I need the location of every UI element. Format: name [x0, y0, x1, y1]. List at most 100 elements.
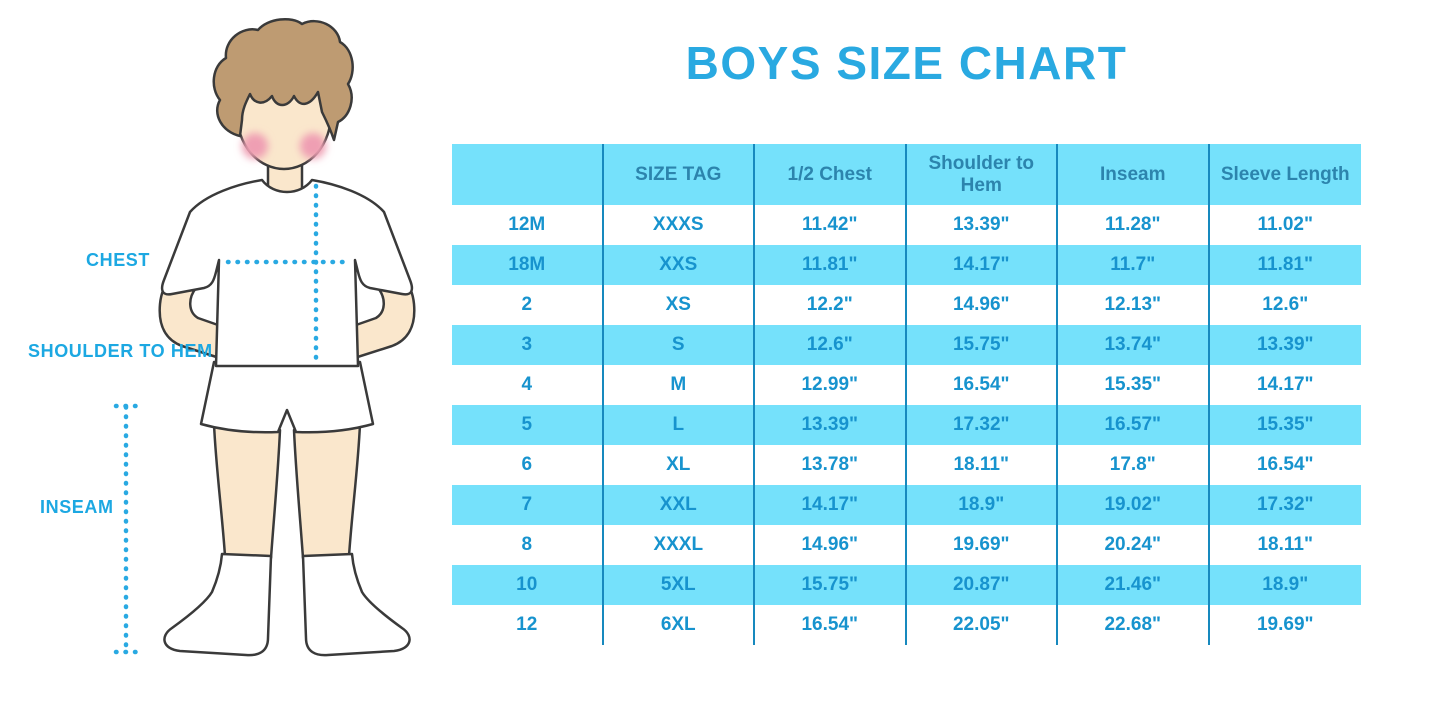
table-row: 12 6XL 16.54" 22.05" 22.68" 19.69" — [452, 605, 1361, 645]
table-cell: S — [603, 325, 755, 365]
table-cell: 12.2" — [755, 285, 907, 325]
table-cell: 20.24" — [1058, 525, 1210, 565]
table-cell: 18.9" — [906, 485, 1058, 525]
table-cell: 22.68" — [1058, 605, 1210, 645]
table-cell: 14.17" — [906, 245, 1058, 285]
table-row: 5 L 13.39" 17.32" 16.57" 15.35" — [452, 405, 1361, 445]
table-row: 12M XXXS 11.42" 13.39" 11.28" 11.02" — [452, 205, 1361, 245]
table-cell: L — [603, 405, 755, 445]
table-cell: M — [604, 365, 755, 405]
table-cell: 18.9" — [1209, 565, 1361, 605]
table-cell: 16.54" — [1256, 454, 1314, 476]
table-row: 7 XXL 14.17" 18.9" 19.02" 17.32" — [452, 485, 1361, 525]
table-row: 6 XL 13.78" 18.11" 17.8" 16.54" — [452, 445, 1361, 485]
table-cell: 14.17" — [755, 485, 907, 525]
column-header: Shoulder to Hem — [906, 144, 1058, 205]
column-header: Inseam — [1058, 144, 1210, 205]
table-cell: 19.69" — [1256, 614, 1314, 636]
table-cell: 15.75" — [755, 565, 907, 605]
table-cell: 12M — [452, 205, 604, 245]
left-sock — [163, 552, 273, 657]
hair — [212, 17, 354, 142]
table-cell: 4 — [452, 365, 604, 405]
left-cheek — [242, 133, 268, 159]
table-cell: XXL — [603, 485, 755, 525]
table-cell: 13.39" — [755, 405, 907, 445]
table-cell: 13.74" — [1058, 325, 1210, 365]
chest-label: CHEST — [86, 250, 151, 270]
right-leg — [292, 422, 362, 560]
table-cell: 5XL — [603, 565, 755, 605]
table-cell: 14.17" — [1256, 374, 1314, 396]
inseam-label: INSEAM — [40, 497, 114, 517]
t-shirt — [160, 178, 414, 368]
table-cell: 14.96" — [755, 525, 907, 565]
table-cell: 2 — [452, 285, 604, 325]
table-cell: 17.32" — [1209, 485, 1361, 525]
table-cell: 17.32" — [906, 405, 1058, 445]
size-table: SIZE TAG 1/2 Chest Shoulder to Hem Inseam Sl… — [452, 144, 1361, 645]
shorts — [199, 360, 375, 434]
table-row: 3 S 12.6" 15.75" 13.74" 13.39" — [452, 325, 1361, 365]
table-cell: 11.42" — [755, 205, 907, 245]
column-header: 1/2 Chest — [755, 144, 907, 205]
table-cell: 13.39" — [907, 205, 1058, 245]
table-cell: 6 — [452, 445, 604, 485]
page-title: BOYS SIZE CHART — [685, 37, 1128, 89]
table-cell: 20.87" — [906, 565, 1058, 605]
table-row: 10 5XL 15.75" 20.87" 21.46" 18.9" — [452, 565, 1361, 605]
table-cell: 11.7" — [1058, 245, 1210, 285]
table-cell: 12.6" — [1262, 294, 1309, 316]
table-cell: 11.81" — [1209, 245, 1361, 285]
table-cell: 12.6" — [755, 325, 907, 365]
table-row: 2 XS 12.2" 14.96" 12.13" 12.6" — [452, 285, 1361, 325]
table-cell: 13.39" — [1209, 325, 1361, 365]
table-cell: 22.05" — [907, 605, 1058, 645]
table-cell: 10 — [452, 565, 604, 605]
table-cell: 15.35" — [1209, 405, 1361, 445]
table-cell: 8 — [452, 525, 604, 565]
table-cell: 14.96" — [907, 285, 1058, 325]
table-header-row: SIZE TAG 1/2 Chest Shoulder to Hem Inseam Sl… — [452, 144, 1361, 205]
table-cell: 13.78" — [755, 445, 907, 485]
table-row: 4 M 12.99" 16.54" 15.35" 14.17" — [452, 365, 1361, 405]
table-cell: 12.13" — [1058, 285, 1210, 325]
table-row: 8 XXXL 14.96" 19.69" 20.24" 18.11" — [452, 525, 1361, 565]
table-cell: 19.02" — [1058, 485, 1210, 525]
table-cell: 15.35" — [1058, 365, 1210, 405]
table-cell: 16.54" — [755, 605, 907, 645]
table-cell: 5 — [452, 405, 604, 445]
table-cell: 16.54" — [907, 365, 1058, 405]
table-cell: XXXL — [604, 525, 755, 565]
table-cell: 11.28" — [1058, 205, 1210, 245]
column-header — [452, 144, 604, 205]
table-cell: XXXS — [604, 205, 755, 245]
boy-figure-illustration — [113, 17, 416, 657]
table-cell: 16.57" — [1058, 405, 1210, 445]
table-cell: 7 — [452, 485, 604, 525]
table-cell: 19.69" — [907, 525, 1058, 565]
table-cell: 11.81" — [755, 245, 907, 285]
table-cell: 21.46" — [1058, 565, 1210, 605]
table-cell: 17.8" — [1058, 445, 1210, 485]
table-cell: XL — [604, 445, 755, 485]
table-cell: 12 — [452, 605, 604, 645]
shoulder-to-hem-label: SHOULDER TO HEM — [28, 341, 213, 361]
table-cell: 15.75" — [906, 325, 1058, 365]
right-cheek — [300, 133, 326, 159]
table-cell: XXS — [603, 245, 755, 285]
column-header: Sleeve Length — [1209, 144, 1361, 205]
table-cell: 18.11" — [907, 445, 1058, 485]
table-cell: 6XL — [604, 605, 755, 645]
table-cell: 12.99" — [755, 365, 907, 405]
right-sock — [301, 552, 411, 657]
column-header: SIZE TAG — [603, 144, 755, 205]
table-cell: 11.02" — [1257, 214, 1313, 236]
table-cell: 18.11" — [1257, 534, 1313, 556]
table-cell: 18M — [452, 245, 604, 285]
table-cell: XS — [604, 285, 755, 325]
table-cell: 3 — [452, 325, 604, 365]
left-leg — [212, 422, 282, 560]
table-row: 18M XXS 11.81" 14.17" 11.7" 11.81" — [452, 245, 1361, 285]
